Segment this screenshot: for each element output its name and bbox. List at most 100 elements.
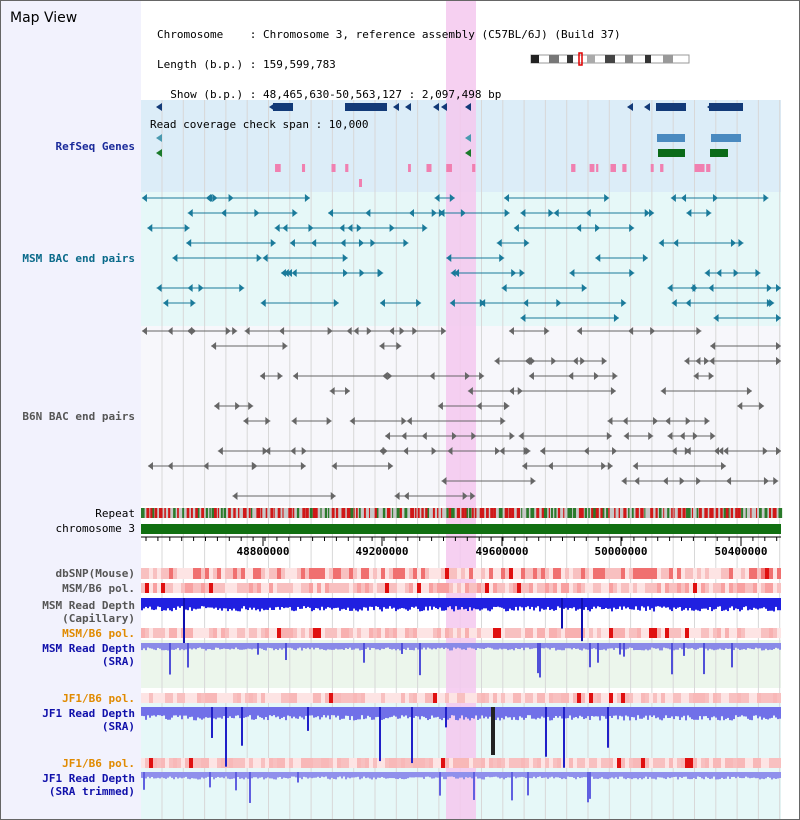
msm-bac-pair-end [519,269,525,277]
jf1-b6-pol-trimmed-cell [677,758,681,768]
repeat-element [614,508,616,518]
refseq-marker [331,164,336,172]
msm-depth-sra-bar [541,643,543,649]
msm-depth-capillary-bar [563,598,565,609]
jf1-depth-trimmed-bar [739,772,741,778]
jf1-b6-pol-cell [649,693,653,703]
jf1-depth-trimmed-bar [579,772,581,779]
msm-depth-capillary-bar [141,598,143,611]
jf1-depth-trimmed-bar [773,772,775,779]
track-label-jf1-b6-pol[interactable]: JF1/B6 pol. [62,692,135,705]
jf1-b6-pol-trimmed-cell [177,758,181,768]
jf1-depth-trimmed-bar [523,772,525,778]
msm-depth-sra-bar [205,643,207,651]
jf1-depth-trimmed-bar [677,772,679,780]
msm-depth-sra-bar [203,643,205,649]
jf1-depth-sra-bar [693,707,695,720]
jf1-b6-pol-cell [477,693,481,703]
msm-depth-sra-bar [731,643,733,668]
dbsnp-cell [709,568,713,579]
dbsnp-cell [717,568,721,579]
jf1-depth-trimmed-bar [641,772,643,780]
jf1-depth-trimmed-bar [475,772,477,777]
msm-b6-pol-sra-cell [589,628,593,638]
jf1-b6-pol-cell [389,693,393,703]
jf1-depth-trimmed-bar [541,772,543,779]
jf1-depth-sra-bar [559,707,561,717]
msm-b6-pol-cell [749,583,753,593]
msm-depth-sra-bar [177,643,179,648]
b6n-bac-pair-end [421,432,427,440]
jf1-depth-trimmed-bar [507,772,509,778]
msm-depth-capillary-bar [493,598,495,607]
jf1-depth-sra-bar [443,707,445,718]
msm-b6-pol-sra-cell [517,628,521,638]
repeat-element [292,508,295,518]
jf1-depth-trimmed-bar [149,772,151,779]
jf1-b6-pol-trimmed-cell [281,758,285,768]
jf1-depth-sra-bar [143,707,145,717]
msm-depth-capillary-bar [651,598,653,609]
msm-depth-capillary-bar [735,598,737,609]
jf1-depth-trimmed-bar [645,772,647,777]
repeat-element [386,508,391,518]
b6n-bac-pair-end [217,447,223,455]
jf1-depth-sra-bar [739,707,741,717]
msm-depth-capillary-bar [421,598,423,612]
jf1-depth-sra-bar [535,707,537,720]
jf1-b6-pol-cell [377,693,381,703]
track-label-msm-b6-pol-sra[interactable]: MSM/B6 pol. [62,627,135,640]
jf1-depth-sra-bar [295,707,297,719]
dbsnp-cell [433,568,437,579]
track-label-msm-depth-sra[interactable]: MSM Read Depth [42,642,135,655]
msm-b6-pol-cell [461,583,465,593]
jf1-depth-sra-bar [771,707,773,718]
jf1-depth-sra-bar [723,707,725,721]
msm-b6-pol-cell [773,583,777,593]
msm-depth-sra-bar [733,643,735,651]
jf1-depth-trimmed-bar [573,772,575,778]
track-label-msm-bac[interactable]: MSM BAC end pairs [22,252,135,265]
msm-depth-sra-bar [467,643,469,648]
track-label-refseq-genes[interactable]: RefSeq Genes [55,140,135,153]
msm-depth-capillary-bar [613,598,615,608]
msm-depth-capillary-bar [565,598,567,608]
dbsnp-cell [673,568,677,579]
jf1-b6-pol-trimmed-cell [253,758,257,768]
jf1-depth-sra-bar [173,707,175,716]
track-label-msm-b6-pol[interactable]: MSM/B6 pol. [62,582,135,595]
track-label-jf1-b6-pol-trimmed[interactable]: JF1/B6 pol. [62,757,135,770]
jf1-depth-trimmed-bar [193,772,195,779]
repeat-element [551,508,553,518]
repeat-element [493,508,496,518]
track-label-dbsnp[interactable]: dbSNP(Mouse) [55,567,135,580]
track-label-jf1-depth-sra[interactable]: JF1 Read Depth [42,707,135,720]
msm-b6-pol-sra-cell [193,628,197,638]
jf1-depth-sra-bar [717,707,719,720]
jf1-depth-trimmed-bar [317,772,319,777]
msm-b6-pol-cell [505,583,509,593]
msm-b6-pol-cell [425,583,429,593]
msm-depth-capillary-bar [761,598,763,609]
track-label-msm-depth-capillary[interactable]: MSM Read Depth [42,599,135,612]
jf1-depth-sra-bar [255,707,257,720]
repeat-element [421,508,424,518]
msm-depth-capillary-bar [153,598,155,611]
refseq-marker [660,164,664,172]
msm-depth-capillary-bar [595,598,597,609]
axis-tick-label: 49200000 [356,545,409,558]
msm-b6-pol-sra-cell [221,628,225,638]
jf1-depth-sra-bar [649,707,651,716]
ideogram-band [587,55,595,63]
track-label-b6n-bac[interactable]: B6N BAC end pairs [22,410,135,423]
msm-depth-sra-bar [257,643,259,655]
track-label-jf1-depth-trimmed[interactable]: JF1 Read Depth [42,772,135,785]
msm-depth-sra-bar [777,643,779,649]
jf1-b6-pol-cell [309,693,313,703]
jf1-b6-pol-trimmed-cell [313,758,317,768]
repeat-element [220,508,223,518]
jf1-depth-trimmed-bar [649,772,651,778]
msm-b6-pol-cell [241,583,245,593]
jf1-b6-pol-cell [617,693,621,703]
